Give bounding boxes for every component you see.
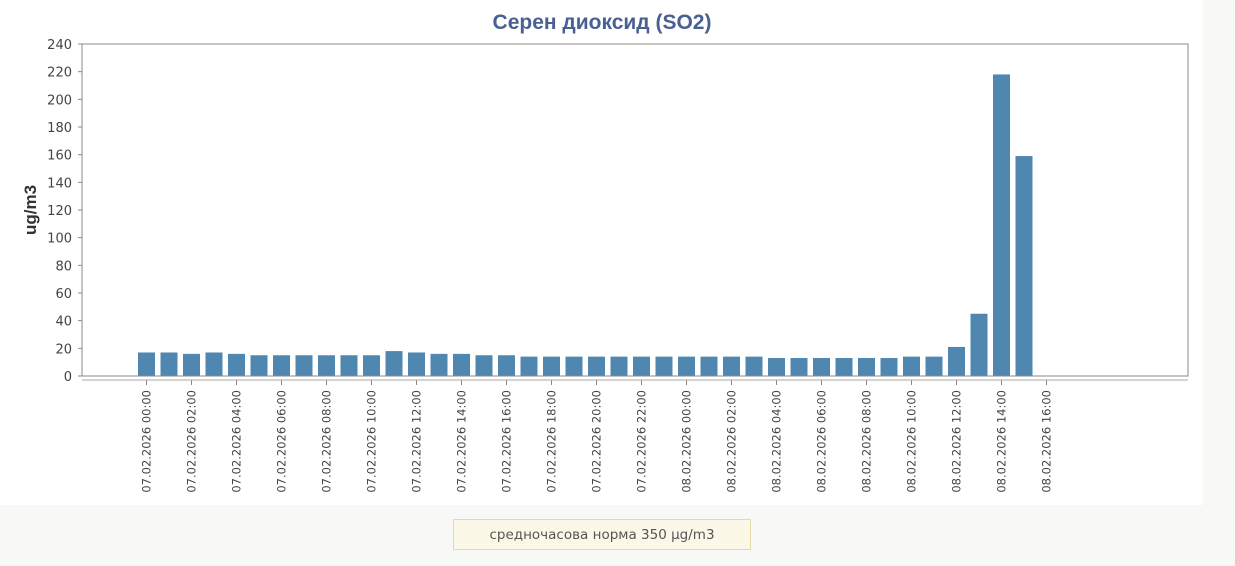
x-tick-label: 08.02.2026 08:00: [860, 390, 874, 493]
y-tick-label: 200: [47, 93, 72, 108]
bar[interactable]: 07.02.2026 02:00: 16: [183, 353, 200, 376]
bar[interactable]: 07.02.2026 11:00: 18: [385, 351, 403, 376]
bar[interactable]: 07.02.2026 01:00: 17: [160, 352, 178, 376]
bar[interactable]: 07.02.2026 15:00: 15: [475, 355, 493, 376]
bar[interactable]: 08.02.2026 05:00: 13: [790, 358, 808, 376]
x-tick-label: 08.02.2026 04:00: [770, 390, 784, 493]
bar[interactable]: 08.02.2026 06:00: 13: [813, 358, 830, 376]
chart-title: Серен диоксид (SO2): [493, 11, 712, 34]
y-tick-label: 100: [47, 232, 72, 247]
bar[interactable]: 07.02.2026 03:00: 17: [205, 352, 223, 376]
bar[interactable]: 08.02.2026 12:00: 21: [948, 346, 965, 376]
x-tick-label: 07.02.2026 02:00: [185, 390, 199, 493]
x-tick-label: 08.02.2026 14:00: [995, 390, 1009, 493]
bar[interactable]: 08.02.2026 15:00: 159: [1015, 156, 1033, 376]
y-tick-label: 120: [47, 204, 72, 219]
bar[interactable]: 07.02.2026 00:00: 17: [138, 352, 155, 376]
bar[interactable]: 07.02.2026 19:00: 14: [565, 356, 583, 376]
so2-bar-chart: Серен диоксид (SO2) ug/m3 07.02.2026 00:…: [21, 11, 1189, 493]
x-tick-label: 07.02.2026 10:00: [365, 390, 379, 493]
bar[interactable]: 07.02.2026 09:00: 15: [340, 355, 358, 376]
y-tick-label: 180: [47, 121, 72, 136]
bar[interactable]: 07.02.2026 08:00: 15: [318, 355, 335, 376]
bar[interactable]: 08.02.2026 00:00: 14: [678, 356, 695, 376]
y-axis-label: ug/m3: [21, 185, 40, 235]
bar[interactable]: 07.02.2026 23:00: 14: [655, 356, 673, 376]
bar[interactable]: 08.02.2026 01:00: 14: [700, 356, 718, 376]
x-tick-label: 08.02.2026 10:00: [905, 390, 919, 493]
bar[interactable]: 07.02.2026 10:00: 15: [363, 355, 380, 376]
x-tick-label: 07.02.2026 20:00: [590, 390, 604, 493]
bar[interactable]: 08.02.2026 10:00: 14: [903, 356, 920, 376]
x-tick-label: 07.02.2026 04:00: [230, 390, 244, 493]
bar[interactable]: 07.02.2026 04:00: 16: [228, 353, 245, 376]
x-tick-label: 07.02.2026 06:00: [275, 390, 289, 493]
bar[interactable]: 08.02.2026 04:00: 13: [768, 358, 785, 376]
bar[interactable]: 07.02.2026 12:00: 17: [408, 352, 425, 376]
bar[interactable]: 07.02.2026 07:00: 15: [295, 355, 313, 376]
bar[interactable]: 07.02.2026 06:00: 15: [273, 355, 290, 376]
x-tick-label: 07.02.2026 12:00: [410, 390, 424, 493]
bar[interactable]: 08.02.2026 09:00: 13: [880, 358, 898, 376]
bar[interactable]: 07.02.2026 16:00: 15: [498, 355, 515, 376]
x-tick-label: 07.02.2026 18:00: [545, 390, 559, 493]
bar[interactable]: 08.02.2026 13:00: 45: [970, 313, 988, 376]
x-tick-label: 07.02.2026 08:00: [320, 390, 334, 493]
x-tick-label: 07.02.2026 22:00: [635, 390, 649, 493]
bar[interactable]: 07.02.2026 17:00: 14: [520, 356, 538, 376]
bar[interactable]: 08.02.2026 08:00: 13: [858, 358, 875, 376]
x-tick-label: 08.02.2026 02:00: [725, 390, 739, 493]
y-tick-label: 0: [64, 370, 72, 385]
y-tick-label: 80: [55, 259, 72, 274]
bar[interactable]: 07.02.2026 21:00: 14: [610, 356, 628, 376]
bar[interactable]: 07.02.2026 13:00: 16: [430, 353, 448, 376]
bar[interactable]: 08.02.2026 14:00: 218: [993, 74, 1010, 376]
y-tick-label: 160: [47, 149, 72, 164]
bar[interactable]: 08.02.2026 07:00: 13: [835, 358, 853, 376]
x-tick-label: 08.02.2026 12:00: [950, 390, 964, 493]
x-tick-label: 07.02.2026 14:00: [455, 390, 469, 493]
plot-area-border: [81, 43, 1189, 377]
y-tick-label: 40: [55, 315, 72, 330]
bar[interactable]: 07.02.2026 18:00: 14: [543, 356, 560, 376]
x-tick-label: 08.02.2026 16:00: [1040, 390, 1054, 493]
x-tick-label: 08.02.2026 06:00: [815, 390, 829, 493]
bar[interactable]: 08.02.2026 02:00: 14: [723, 356, 740, 376]
y-tick-label: 220: [47, 66, 72, 81]
bar[interactable]: 07.02.2026 20:00: 14: [588, 356, 605, 376]
chart-panel: Серен диоксид (SO2) ug/m3 07.02.2026 00:…: [21, 11, 1189, 493]
bar[interactable]: 08.02.2026 11:00: 14: [925, 356, 943, 376]
y-tick-label: 140: [47, 176, 72, 191]
y-tick-label: 20: [55, 342, 72, 357]
y-tick-label: 60: [55, 287, 72, 302]
y-tick-label: 240: [47, 38, 72, 53]
x-tick-label: 08.02.2026 00:00: [680, 390, 694, 493]
x-tick-label: 07.02.2026 16:00: [500, 390, 514, 493]
hourly-norm-note: средночасова норма 350 µg/m3: [453, 519, 751, 550]
x-tick-label: 07.02.2026 00:00: [140, 390, 154, 493]
bar[interactable]: 07.02.2026 22:00: 14: [633, 356, 650, 376]
bar[interactable]: 08.02.2026 03:00: 14: [745, 356, 763, 376]
bar[interactable]: 07.02.2026 14:00: 16: [453, 353, 470, 376]
bar[interactable]: 07.02.2026 05:00: 15: [250, 355, 268, 376]
